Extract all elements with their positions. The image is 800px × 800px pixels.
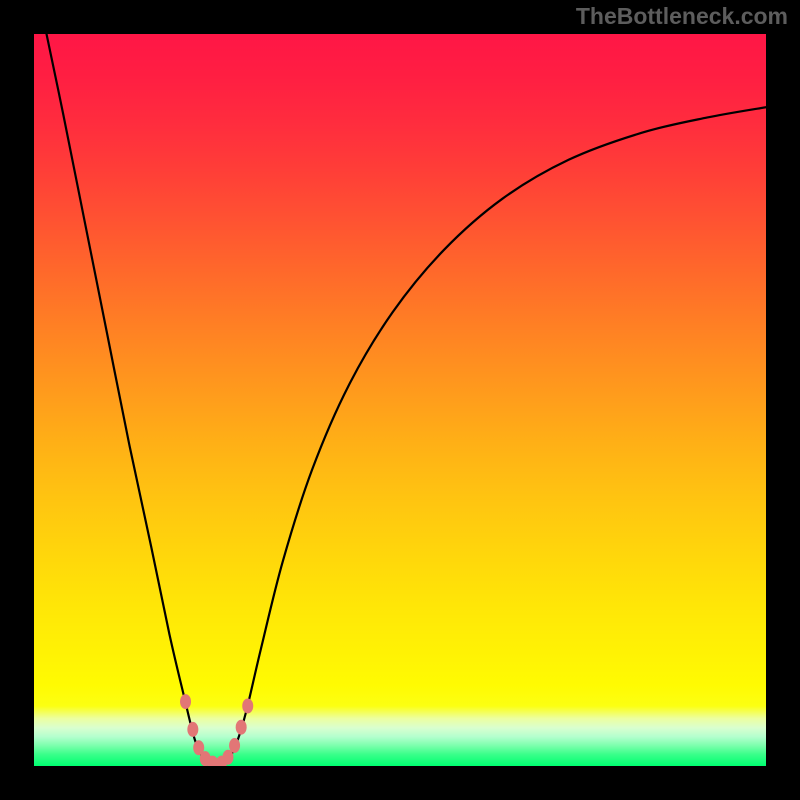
watermark-text: TheBottleneck.com bbox=[576, 3, 788, 30]
bottleneck-chart bbox=[0, 0, 800, 800]
chart-container: TheBottleneck.com bbox=[0, 0, 800, 800]
highlight-marker bbox=[229, 738, 240, 753]
plot-background bbox=[34, 34, 766, 766]
highlight-marker bbox=[187, 722, 198, 737]
highlight-marker bbox=[242, 698, 253, 713]
highlight-marker bbox=[236, 720, 247, 735]
highlight-marker bbox=[180, 694, 191, 709]
